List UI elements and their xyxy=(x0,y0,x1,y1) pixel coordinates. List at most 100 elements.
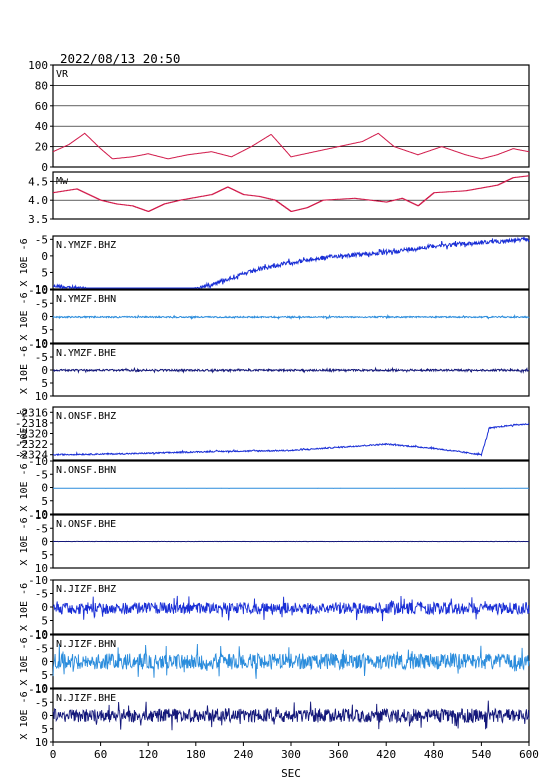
y-unit-label: X 10E -6 xyxy=(19,238,30,286)
y-tick-label: 10 xyxy=(35,736,48,749)
y-tick-label: 5 xyxy=(41,669,48,682)
y-tick-label: -5 xyxy=(35,588,48,601)
x-tick-label: 420 xyxy=(376,748,396,761)
y-unit-label: X 10E -6 xyxy=(19,346,30,394)
series-name: N.YMZF.BHE xyxy=(56,348,116,359)
y-tick-label: 0 xyxy=(41,482,48,495)
y-tick-label: -2322 xyxy=(15,438,48,451)
series-name: N.YMZF.BHZ xyxy=(56,240,116,251)
y-tick-label: -10 xyxy=(28,338,48,351)
y-tick-label: 40 xyxy=(35,120,48,133)
y-tick-label: 0 xyxy=(41,161,48,174)
y-tick-label: 10 xyxy=(35,283,48,296)
y-tick-label: -5 xyxy=(35,522,48,535)
y-tick-label: 0 xyxy=(41,364,48,377)
y-tick-label: 5 xyxy=(41,549,48,562)
series-trace xyxy=(52,132,530,160)
y-tick-label: 5 xyxy=(41,266,48,279)
y-tick-label: 5 xyxy=(41,723,48,736)
y-tick-label: 10 xyxy=(35,390,48,403)
y-tick-label: 5 xyxy=(41,495,48,508)
y-tick-label: -10 xyxy=(28,509,48,522)
y-tick-label: 5 xyxy=(41,615,48,628)
series-name: VR xyxy=(56,69,69,80)
series-name: N.ONSF.BHZ xyxy=(56,411,116,422)
panel-frame xyxy=(52,460,530,515)
panel-n-ymzf-bhz: -5 0 5 10 N.YMZF.BHZ X 10E -6 xyxy=(19,233,530,296)
y-tick-label: 3.5 xyxy=(28,213,48,226)
series-name: N.JIZF.BHN xyxy=(56,639,116,650)
y-tick-label: 4.0 xyxy=(28,194,48,207)
panel-frame xyxy=(52,64,530,168)
panel-n-onsf-bhz: -2324-2322-2320-2318-2316 N.ONSF.BHZ X 10E… xyxy=(15,406,530,462)
y-unit-label: X 10E -6 xyxy=(19,691,30,739)
series-trace xyxy=(52,643,530,679)
header-timestamp: 2022/08/13 20:50 xyxy=(60,51,180,66)
x-tick-label: 600 xyxy=(519,748,539,761)
x-tick-label: 120 xyxy=(138,748,158,761)
y-tick-label: 0 xyxy=(41,311,48,324)
y-tick-label: -2318 xyxy=(15,417,48,430)
y-tick-label: 0 xyxy=(41,601,48,614)
series-name: N.ONSF.BHE xyxy=(56,519,116,530)
series-name: N.ONSF.BHN xyxy=(56,465,116,476)
panel-frame xyxy=(52,171,530,220)
y-tick-label: 5 xyxy=(41,377,48,390)
x-tick-label: 0 xyxy=(50,748,57,761)
y-tick-label: 10 xyxy=(35,628,48,641)
y-tick-label: -10 xyxy=(28,683,48,696)
series-name: Mw xyxy=(56,176,69,187)
y-unit-label: X 10E -6 xyxy=(19,517,30,565)
x-axis-label: SEC xyxy=(281,767,301,780)
series-name: N.JIZF.BHZ xyxy=(56,584,116,595)
y-tick-label: -5 xyxy=(35,297,48,310)
series-trace xyxy=(52,366,530,374)
x-axis: 0 60 120 180 240 300 360 420 480 540 600 xyxy=(50,742,539,761)
panel-vr: 0 20 40 60 80 100 VR xyxy=(28,59,530,174)
y-unit-label: X 10E -6 xyxy=(19,583,30,631)
series-trace xyxy=(52,422,530,457)
y-tick-label: -10 xyxy=(28,284,48,297)
y-unit-label: X 10E -6 xyxy=(19,637,30,685)
series-trace xyxy=(52,595,530,622)
y-tick-label: -10 xyxy=(28,455,48,468)
y-tick-label: -5 xyxy=(35,696,48,709)
y-tick-label: -2320 xyxy=(15,428,48,441)
series-trace xyxy=(53,175,529,212)
y-tick-label: -2316 xyxy=(15,406,48,419)
series-trace xyxy=(52,700,530,731)
y-tick-label: -10 xyxy=(28,629,48,642)
y-tick-label: 10 xyxy=(35,508,48,521)
y-tick-label: 60 xyxy=(35,100,48,113)
y-tick-label: 0 xyxy=(41,656,48,669)
y-tick-label: 100 xyxy=(28,59,48,72)
y-tick-label: -5 xyxy=(35,468,48,481)
x-tick-label: 360 xyxy=(329,748,349,761)
x-tick-label: 300 xyxy=(281,748,301,761)
panel-frame xyxy=(52,235,530,290)
panel-frame xyxy=(52,406,530,461)
x-tick-label: 240 xyxy=(233,748,253,761)
series-trace xyxy=(53,235,530,290)
y-tick-label: 10 xyxy=(35,562,48,575)
y-unit-label: X 10E -6 xyxy=(19,463,30,511)
series-name: N.JIZF.BHE xyxy=(56,693,116,704)
x-tick-label: 480 xyxy=(424,748,444,761)
y-tick-label: 5 xyxy=(41,324,48,337)
y-tick-label: 10 xyxy=(35,682,48,695)
series-name: N.YMZF.BHN xyxy=(56,294,116,305)
series-trace xyxy=(52,313,530,321)
y-tick-label: -10 xyxy=(28,574,48,587)
y-tick-label: 80 xyxy=(35,79,48,92)
panel-mw: 3.5 4.0 4.5 Mw xyxy=(28,171,530,226)
y-tick-label: 0 xyxy=(41,536,48,549)
y-tick-label: -5 xyxy=(35,351,48,364)
